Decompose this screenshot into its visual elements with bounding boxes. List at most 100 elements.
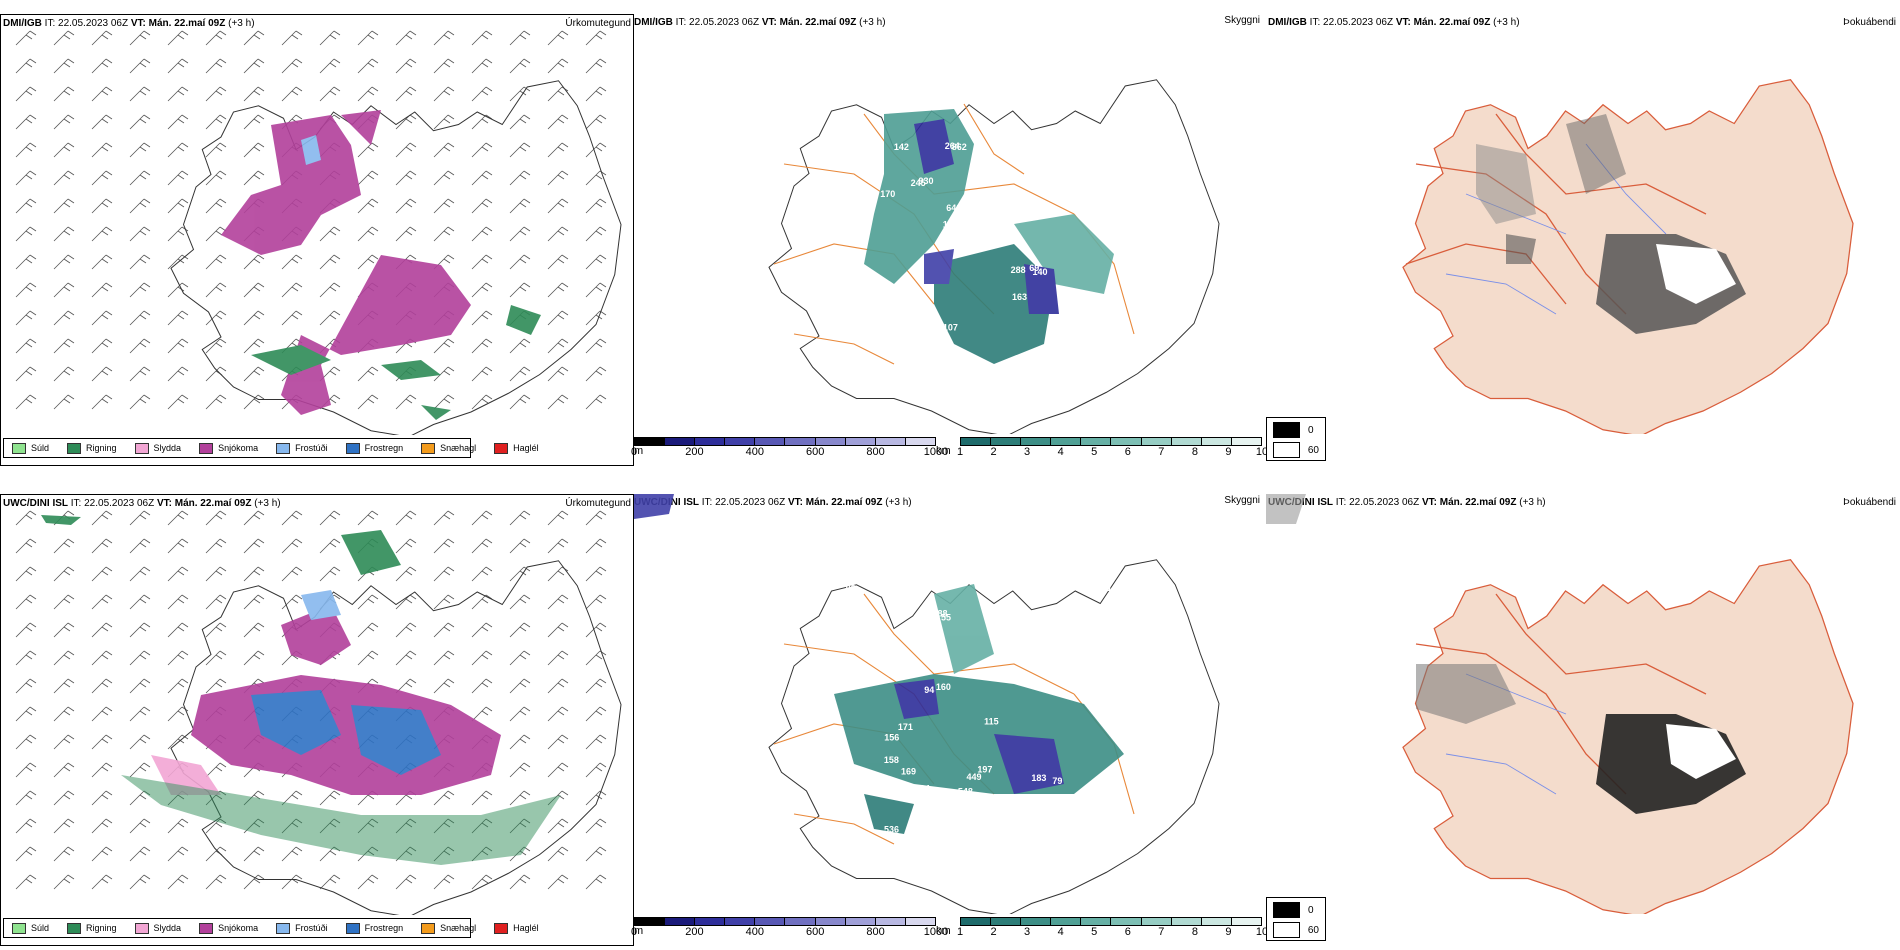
wind-barb [243,874,265,890]
wind-barb [129,226,151,242]
wind-barb [15,58,37,74]
wind-barb [585,762,607,778]
wind-barb [91,818,113,834]
ceiling-label: 107 [943,323,958,333]
wind-barb [547,650,569,666]
colorbar-swatch [665,438,696,445]
wind-barb [53,310,75,326]
wind-barb [129,762,151,778]
ceiling-colorbar: 0 200 400 600 800 1000 m [631,437,948,458]
ceiling-label: 28 [1110,675,1120,685]
wind-barb [395,874,417,890]
wind-barb [243,366,265,382]
wind-barb [243,622,265,638]
wind-barb [205,594,227,610]
colorbar-tick: 10 [1255,446,1269,458]
wind-barb [281,254,303,270]
ceiling-label: 152 [1080,329,1095,339]
colorbar-swatch [1141,438,1172,445]
wind-barb [167,622,189,638]
ceiling-label: 127 [1113,195,1128,205]
wind-barb [53,338,75,354]
colorbar-tick: 6 [1124,926,1131,938]
wind-barb [585,874,607,890]
wind-barb [129,114,151,130]
wind-barb [129,846,151,862]
colorbar-tick: 10 [1255,926,1269,938]
wind-barb [433,86,455,102]
wind-barb [357,198,379,214]
wind-barb [433,538,455,554]
ceiling-label: 827 [911,841,926,851]
wind-barb [129,678,151,694]
wind-barb [53,170,75,186]
wind-barb [129,510,151,526]
wind-barb [53,198,75,214]
wind-barb [53,790,75,806]
wind-barb [53,734,75,750]
colorbar-tick: 600 [806,446,825,458]
wind-barb [167,594,189,610]
wind-barb [509,170,531,186]
wind-barb [357,394,379,410]
wind-barb [91,678,113,694]
wind-barb [433,30,455,46]
wind-barb [15,338,37,354]
wind-barb [547,394,569,410]
wind-barb [167,566,189,582]
wind-barb [243,394,265,410]
legend-item: Slydda [134,922,181,934]
colorbar-tick: 400 [745,446,764,458]
colorbar-swatch [785,918,816,925]
wind-barb [509,678,531,694]
wind-barb [167,538,189,554]
wind-barb [395,394,417,410]
ceiling-unit: m [634,445,644,457]
wind-barb [167,338,189,354]
ceiling-label: 296 [868,367,883,377]
wind-barb [281,58,303,74]
wind-barb [547,310,569,326]
colorbar-tick: 0 [630,926,638,938]
wind-barb [433,818,455,834]
wind-barb [167,142,189,158]
visibility-colorbar: 1 2 3 4 5 6 7 8 9 10 km [936,917,1268,938]
wind-barb [357,846,379,862]
wind-barb [15,818,37,834]
it-value: 22.05.2023 06Z [58,18,129,29]
ceiling-label: 115 [984,716,999,726]
ceiling-label: 147 [863,303,878,313]
ceiling-label: 465 [895,358,910,368]
wind-barb [167,58,189,74]
visibility-colorbar: 1 2 3 4 5 6 7 8 9 10 km [936,437,1268,458]
legend-item: Haglél [494,922,539,934]
wind-barb [53,86,75,102]
wind-barb [243,86,265,102]
wind-barb [91,594,113,610]
colorbar-tick: 2 [990,926,997,938]
wind-barb [585,282,607,298]
wind-barb [471,846,493,862]
wind-barb [433,566,455,582]
wind-barb [471,226,493,242]
cloud-panel-bottom: UWC/DINI ISL IT: 22.05.2023 06Z VT: Mán.… [630,494,1268,944]
wind-barb [433,622,455,638]
colorbar-tick: 7 [1158,926,1165,938]
wind-barb [205,58,227,74]
ceiling-label: 25 [937,236,947,246]
wind-barb [53,142,75,158]
wind-barb [91,874,113,890]
wind-barb [357,30,379,46]
colorbar-tick: 4 [1057,926,1064,938]
panel-title: Þokuábendi [1843,17,1896,28]
wind-barb [585,734,607,750]
wind-barb [471,58,493,74]
wind-barb [395,846,417,862]
wind-barb [53,706,75,722]
wind-barb [281,282,303,298]
wind-barb [53,762,75,778]
wind-barb [433,198,455,214]
wind-barb [357,170,379,186]
wind-barb [585,622,607,638]
wind-barb [205,650,227,666]
